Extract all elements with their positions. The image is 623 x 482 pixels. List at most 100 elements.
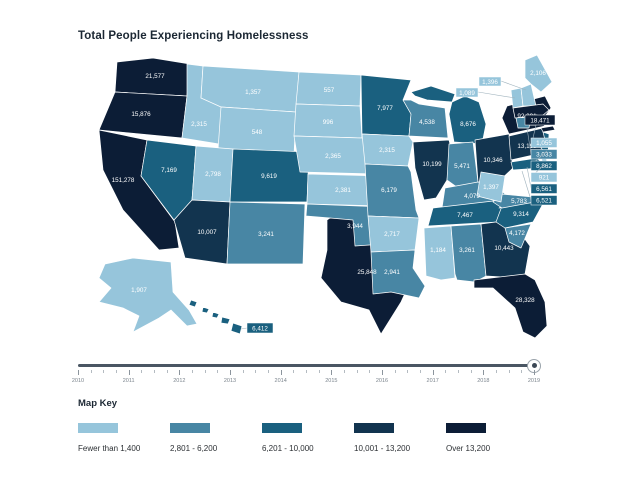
timeline-tick-minor [407,370,409,373]
state-MS[interactable]: Mississippi: 1,184 [423,225,456,281]
timeline-year-label: 2017 [426,378,439,384]
state-value-label-TN: 7,467 [457,212,473,219]
state-IL[interactable]: Illinois: 10,199 [412,139,452,201]
legend-item: Fewer than 1,400 [78,423,170,453]
timeline-tick-minor [204,370,206,373]
timeline-year-label: 2015 [325,378,338,384]
timeline-tick-major [78,370,79,375]
state-value-label-GA: 10,443 [494,245,514,252]
state-value-label-AR: 2,717 [384,231,400,238]
timeline-slider-handle[interactable] [527,358,541,373]
state-MI[interactable]: Michigan: 8,676 [448,95,487,145]
callout-leader-VT [477,91,516,99]
timeline-tick-major [280,370,282,375]
timeline-track[interactable] [78,358,541,373]
timeline-year-label: 2012 [173,378,186,384]
state-IA[interactable]: Iowa: 2,315 [361,133,414,167]
state-MA[interactable]: Massachusetts: 18,471 [512,103,550,119]
legend-item: Over 13,200 [446,423,538,453]
legend-label: Over 13,200 [446,444,491,453]
state-callout-value-MA: 18,471 [530,117,550,124]
timeline-tick-minor [217,370,219,373]
state-value-label-AZ: 10,007 [197,229,217,236]
state-value-label-OR: 15,876 [131,111,151,118]
timeline-tick-major [381,370,383,375]
timeline-tick-minor [470,370,472,373]
state-AK[interactable]: Alaska: 1,907 [98,257,198,333]
timeline-tick-minor [166,370,168,373]
state-HI[interactable]: Hawaii: 6,412 [211,311,220,319]
timeline-tick-minor [508,370,510,373]
legend-label: Fewer than 1,400 [78,444,141,453]
state-callout-CT[interactable] [530,149,558,160]
legend-swatch [354,423,394,433]
state-value-label-UT: 2,798 [205,171,221,178]
legend-item: 10,001 - 13,200 [354,423,446,453]
legend-label: 10,001 - 13,200 [354,444,411,453]
legend-swatch [78,423,118,433]
state-callout-value-VT: 1,089 [459,90,475,97]
state-value-label-MO: 6,179 [381,187,397,194]
state-callout-RI[interactable] [530,137,558,148]
timeline-tick-minor [268,370,269,373]
state-AZ[interactable]: Arizona: 10,007 [173,199,231,265]
state-FL[interactable]: Florida: 28,328 [473,273,548,339]
state-SC[interactable]: South Carolina: 4,172 [504,223,532,249]
state-value-label-MI: 8,676 [460,121,476,128]
timeline-tick-minor [141,370,143,373]
timeline-year-label: 2011 [122,378,135,384]
state-value-label-KY: 4,079 [464,193,480,200]
state-NM[interactable]: New Mexico: 3,241 [226,201,306,265]
state-callout-NH[interactable] [478,76,502,87]
state-value-label-OH: 10,346 [483,157,503,164]
timeline-tick-minor [306,370,307,373]
timeline-year-label: 2019 [527,378,541,384]
state-callout-MA[interactable] [524,114,556,126]
legend-item: 6,201 - 10,000 [262,423,354,453]
state-HI[interactable]: Hawaii: 6,412 [201,306,210,314]
timeline-tick-major [534,370,535,375]
legend-label: 2,801 - 6,200 [170,444,218,453]
timeline-tick-minor [356,370,358,373]
page-title: Total People Experiencing Homelessness [78,30,309,42]
timeline-tick-minor [192,370,193,373]
state-MI[interactable]: Michigan: 8,676 [410,85,456,103]
state-callout-DC[interactable] [530,195,558,206]
state-NH[interactable]: New Hampshire: 1,396 [520,83,537,107]
callout-leader-DC [521,170,532,201]
state-WV[interactable]: West Virginia: 1,397 [476,171,506,203]
state-callout-value-RI: 1,055 [536,140,552,147]
timeline-axis: 2010 2011 2012 2013 2014 2015 2016 2017 2018 2019 [72,370,540,392]
timeline-tick-major [229,370,231,375]
state-callout-VT[interactable] [455,87,479,98]
state-HI[interactable]: Hawaii: 6,412 [230,322,243,335]
state-value-label-NE: 2,365 [325,153,341,160]
state-callout-MD[interactable] [530,183,558,194]
timeline-tick-major [483,370,485,375]
timeline-tick-minor [115,370,117,373]
state-HI[interactable]: Hawaii: 6,412 [188,299,198,308]
timeline-tick-minor [394,370,396,373]
state-value-label-ME: 2,106 [530,70,546,77]
state-callout-HI[interactable] [246,322,274,334]
legend-row: Fewer than 1,400 2,801 - 6,200 6,201 - 10,… [78,423,538,453]
state-HI[interactable]: Hawaii: 6,412 [220,316,231,325]
state-value-label-MN: 7,977 [377,105,393,112]
state-value-label-CO: 9,619 [261,173,277,180]
state-value-label-PA: 13,199 [517,143,537,150]
state-value-label-WI: 4,538 [419,119,435,126]
state-value-label-WV: 1,397 [483,184,499,191]
state-callout-DE[interactable] [530,172,558,183]
state-ME[interactable]: Maine: 2,106 [524,54,553,93]
us-choropleth-map: Washington: 21,577Oregon: 15,876Californ… [98,54,558,339]
state-LA[interactable]: Louisiana: 2,941 [370,249,426,299]
state-TX[interactable]: Texas: 25,848 [320,217,414,335]
timeline-tick-minor [445,370,447,373]
timeline-tick-minor [344,370,345,373]
legend-label: 6,201 - 10,000 [262,444,314,453]
state-callout-NJ[interactable] [530,160,558,171]
state-WI[interactable]: Wisconsin: 4,538 [402,99,449,139]
state-callout-value-DE: 921 [539,175,550,182]
callout-leader-HI [240,327,248,330]
state-NY[interactable]: New York: 92,091 [540,125,556,133]
